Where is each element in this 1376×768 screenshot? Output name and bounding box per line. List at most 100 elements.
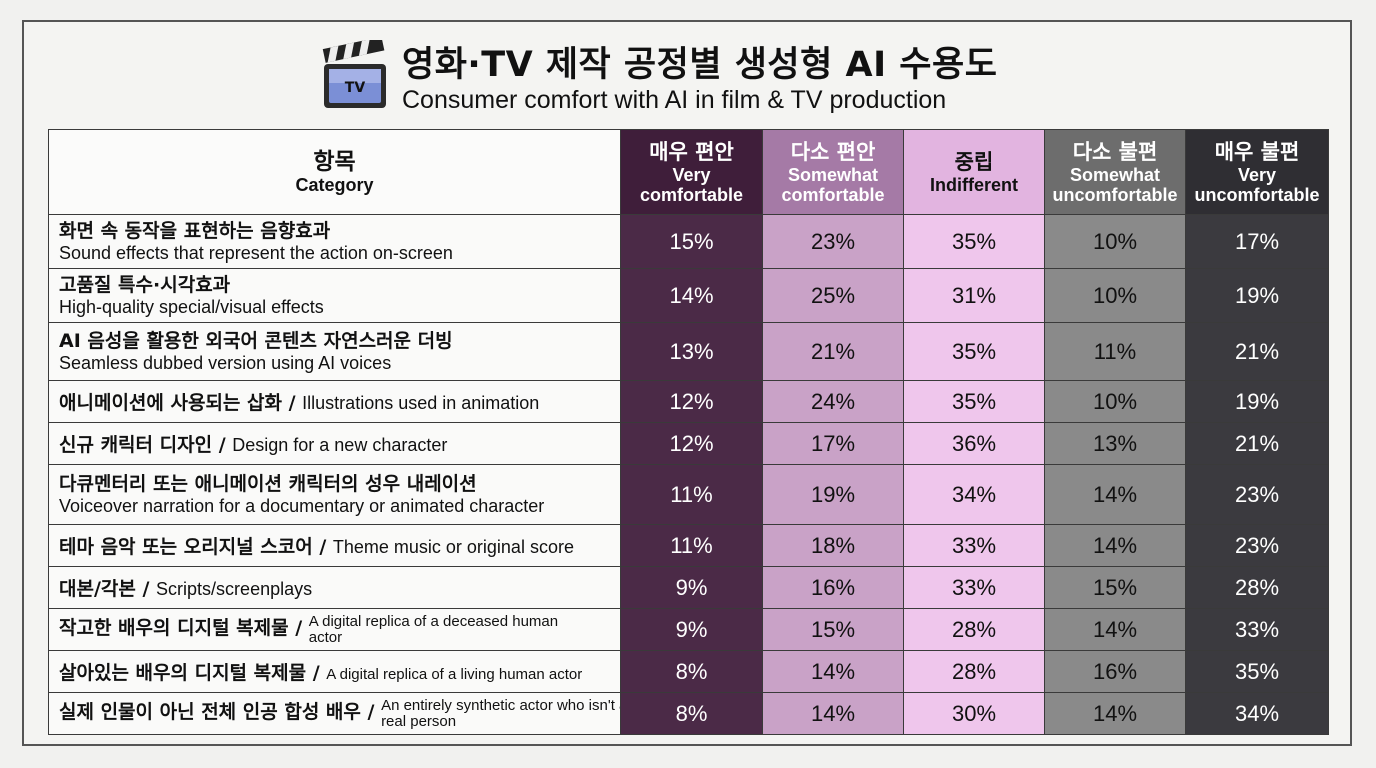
value-cell: 14% — [762, 650, 904, 693]
category-english: Voiceover narration for a documentary or… — [59, 495, 545, 516]
category-cell: 다큐멘터리 또는 애니메이션 캐릭터의 성우 내레이션 Voiceover nar… — [48, 464, 621, 525]
value-cell: 15% — [1044, 566, 1186, 609]
value-cell: 21% — [762, 322, 904, 381]
table-row: 실제 인물이 아닌 전체 인공 합성 배우 / An entirely synt… — [48, 692, 1329, 735]
value-cell: 14% — [1044, 608, 1186, 651]
value-cell: 15% — [762, 608, 904, 651]
category-cell: 화면 속 동작을 표현하는 음향효과 Sound effects that rep… — [48, 214, 621, 269]
category-separator: / — [312, 536, 333, 558]
value-cell: 11% — [620, 464, 763, 525]
column-header-english: Very uncomfortable — [1194, 165, 1320, 205]
value-cell: 19% — [1185, 268, 1329, 323]
category-cell: 테마 음악 또는 오리지널 스코어 / Theme music or origi… — [48, 524, 621, 567]
column-header-korean: 중립 — [954, 150, 994, 174]
value-cell: 28% — [1185, 566, 1329, 609]
value-cell: 35% — [1185, 650, 1329, 693]
column-header-korean: 매우 편안 — [649, 140, 734, 164]
value-cell: 35% — [903, 214, 1045, 269]
value-cell: 18% — [762, 524, 904, 567]
table-row: 테마 음악 또는 오리지널 스코어 / Theme music or origi… — [48, 524, 1329, 567]
category-cell: AI 음성을 활용한 외국어 콘텐츠 자연스러운 더빙 Seamless dubb… — [48, 322, 621, 381]
value-cell: 8% — [620, 692, 763, 735]
value-cell: 14% — [1044, 524, 1186, 567]
value-cell: 33% — [903, 566, 1045, 609]
category-korean: 살아있는 배우의 디지털 복제물 — [59, 662, 307, 684]
value-cell: 28% — [903, 608, 1045, 651]
value-cell: 15% — [620, 214, 763, 269]
value-cell: 33% — [1185, 608, 1329, 651]
category-english: Sound effects that represent the action … — [59, 242, 453, 263]
value-cell: 11% — [620, 524, 763, 567]
category-cell: 살아있는 배우의 디지털 복제물 / A digital replica of … — [48, 650, 621, 693]
value-cell: 14% — [1044, 692, 1186, 735]
column-header-korean: 매우 불편 — [1214, 140, 1300, 164]
category-korean: 테마 음악 또는 오리지널 스코어 — [59, 536, 313, 558]
category-cell: 작고한 배우의 디지털 복제물 / A digital replica of a… — [48, 608, 621, 651]
table-body: 화면 속 동작을 표현하는 음향효과 Sound effects that rep… — [48, 214, 1329, 735]
column-header-very-comfortable: 매우 편안 Very comfortable — [620, 129, 763, 215]
value-cell: 28% — [903, 650, 1045, 693]
column-header-english: Somewhat comfortable — [781, 165, 885, 205]
category-korean: 애니메이션에 사용되는 삽화 — [59, 392, 282, 414]
category-separator: / — [306, 662, 327, 684]
category-korean: AI 음성을 활용한 외국어 콘텐츠 자연스러운 더빙 — [59, 329, 453, 352]
category-english: High-quality special/visual effects — [59, 296, 324, 317]
table-row: 화면 속 동작을 표현하는 음향효과 Sound effects that rep… — [48, 214, 1329, 269]
category-english: Theme music or original score — [332, 537, 574, 557]
value-cell: 35% — [903, 322, 1045, 381]
value-cell: 13% — [1044, 422, 1186, 465]
row-header-cell: 항목 Category — [48, 129, 621, 215]
value-cell: 12% — [620, 422, 763, 465]
table-row: 작고한 배우의 디지털 복제물 / A digital replica of a… — [48, 608, 1329, 651]
category-english: Design for a new character — [232, 435, 448, 455]
value-cell: 34% — [1185, 692, 1329, 735]
value-cell: 9% — [620, 608, 763, 651]
category-english: A digital replica of a living human acto… — [326, 665, 583, 683]
row-header-korean: 항목 — [313, 149, 356, 175]
category-korean: 다큐멘터리 또는 애니메이션 캐릭터의 성우 내레이션 — [59, 472, 477, 495]
tv-icon-label: TV — [345, 80, 366, 96]
column-header-very-uncomfortable: 매우 불편 Very uncomfortable — [1185, 129, 1329, 215]
value-cell: 17% — [762, 422, 904, 465]
value-cell: 36% — [903, 422, 1045, 465]
value-cell: 21% — [1185, 422, 1329, 465]
category-cell: 실제 인물이 아닌 전체 인공 합성 배우 / An entirely synt… — [48, 692, 621, 735]
category-cell: 대본/각본 / Scripts/screenplays — [48, 566, 621, 609]
value-cell: 11% — [1044, 322, 1186, 381]
chart-title-korean: 영화·TV 제작 공정별 생성형 AI 수용도 — [402, 45, 998, 85]
table-row: 고품질 특수·시각효과 High-quality special/visual e… — [48, 268, 1329, 323]
value-cell: 31% — [903, 268, 1045, 323]
value-cell: 34% — [903, 464, 1045, 525]
chart-title-english: Consumer comfort with AI in film & TV pr… — [402, 86, 947, 114]
value-cell: 10% — [1044, 380, 1186, 423]
table-row: 애니메이션에 사용되는 삽화 / Illustrations used in a… — [48, 380, 1329, 423]
value-cell: 9% — [620, 566, 763, 609]
column-header-korean: 다소 편안 — [790, 140, 876, 164]
category-cell: 신규 캐릭터 디자인 / Design for a new character — [48, 422, 621, 465]
value-cell: 25% — [762, 268, 904, 323]
value-cell: 30% — [903, 692, 1045, 735]
category-korean: 신규 캐릭터 디자인 — [59, 434, 213, 456]
category-english: An entirely synthetic actor who isn't a … — [381, 696, 621, 730]
value-cell: 14% — [620, 268, 763, 323]
table-row: 다큐멘터리 또는 애니메이션 캐릭터의 성우 내레이션 Voiceover nar… — [48, 464, 1329, 525]
value-cell: 35% — [903, 380, 1045, 423]
value-cell: 17% — [1185, 214, 1329, 269]
category-separator: / — [282, 392, 303, 414]
comfort-table: 항목 Category 매우 편안 Very comfortable 다소 편안… — [48, 129, 1329, 735]
table-row: 대본/각본 / Scripts/screenplays 9% 16% 33% 15% 28… — [48, 566, 1329, 609]
category-english: Seamless dubbed version using AI voices — [59, 352, 392, 373]
value-cell: 8% — [620, 650, 763, 693]
category-separator: / — [288, 617, 309, 640]
value-cell: 24% — [762, 380, 904, 423]
category-cell: 애니메이션에 사용되는 삽화 / Illustrations used in a… — [48, 380, 621, 423]
category-korean: 대본/각본 — [59, 578, 136, 600]
value-cell: 14% — [1044, 464, 1186, 525]
column-header-somewhat-uncomfortable: 다소 불편 Somewhat uncomfortable — [1044, 129, 1186, 215]
value-cell: 19% — [1185, 380, 1329, 423]
row-header-english: Category — [295, 175, 374, 195]
value-cell: 19% — [762, 464, 904, 525]
column-header-indifferent: 중립 Indifferent — [903, 129, 1045, 215]
category-korean: 작고한 배우의 디지털 복제물 — [59, 617, 289, 640]
category-cell: 고품질 특수·시각효과 High-quality special/visual e… — [48, 268, 621, 323]
